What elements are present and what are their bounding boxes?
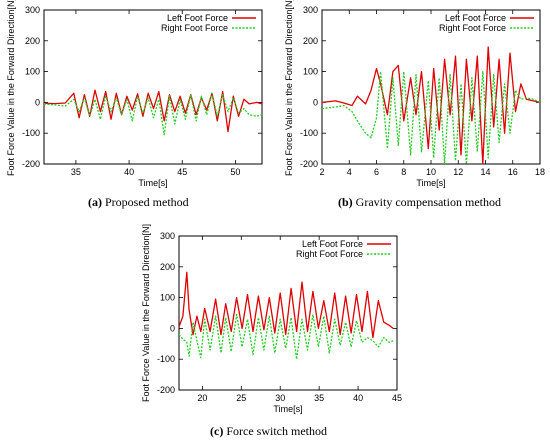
chart-panel-2: -200 -100 0 100 200 300 2 4 6 8 10 12 14 16 18 Time[s] F… xyxy=(284,0,545,188)
caption-a: (a) Proposed method xyxy=(88,195,189,210)
y-axis-label: Foot Force Value in the Forward Directio… xyxy=(6,0,16,176)
x-tick-label: 2 xyxy=(319,167,324,177)
x-tick-label: 50 xyxy=(230,167,240,177)
y-tick-label: 300 xyxy=(25,5,40,15)
series-group xyxy=(322,46,540,164)
y-tick-label: 0 xyxy=(35,97,40,107)
x-tick-label: 12 xyxy=(453,167,463,177)
legend-label: Left Foot Force xyxy=(445,13,506,23)
y-tick-label: -100 xyxy=(22,128,40,138)
caption-c: (c) Force switch method xyxy=(210,424,327,439)
x-tick-label: 16 xyxy=(508,167,518,177)
x-tick-label: 25 xyxy=(236,393,246,403)
chart-panel-3: -200 -100 0 100 200 300 20 25 30 35 40 45 Time[s] Foo… xyxy=(141,224,402,414)
caption-b-text: Gravity compensation method xyxy=(355,195,501,209)
y-tick-label: 100 xyxy=(160,293,175,303)
y-tick-label: 300 xyxy=(160,231,175,241)
series-left-foot-line xyxy=(44,89,262,133)
plot-frame xyxy=(43,9,263,165)
series-group xyxy=(179,271,394,360)
caption-b: (b) Gravity compensation method xyxy=(338,195,501,210)
x-tick-label: 8 xyxy=(401,167,406,177)
caption-c-text: Force switch method xyxy=(226,424,327,438)
legend-label: Right Foot Force xyxy=(439,23,506,33)
series-group xyxy=(44,89,262,136)
x-tick-label: 40 xyxy=(124,167,134,177)
y-tick-label: -200 xyxy=(22,159,40,169)
y-tick-label: -200 xyxy=(300,159,318,169)
series-right-foot-line xyxy=(44,92,262,136)
plot-frame xyxy=(178,235,398,391)
legend-label: Left Foot Force xyxy=(167,13,228,23)
x-axis-label: Time[s] xyxy=(138,178,167,188)
y-tick-label: 200 xyxy=(160,262,175,272)
series-right-foot-line xyxy=(322,70,540,164)
chart-panel-1: -200 -100 0 100 200 300 35 40 45 50 Time[s] Foot Fo… xyxy=(6,0,263,188)
x-tick-label: 10 xyxy=(426,167,436,177)
series-right-foot-line xyxy=(179,313,394,360)
x-tick-label: 30 xyxy=(275,393,285,403)
legend-label: Right Foot Force xyxy=(296,249,363,259)
legend-label: Left Foot Force xyxy=(302,239,363,249)
x-tick-label: 6 xyxy=(374,167,379,177)
y-tick-label: -100 xyxy=(157,354,175,364)
y-tick-label: 0 xyxy=(170,323,175,333)
caption-b-tag: (b) xyxy=(338,195,353,209)
x-tick-label: 45 xyxy=(177,167,187,177)
x-tick-label: 35 xyxy=(71,167,81,177)
caption-c-tag: (c) xyxy=(210,424,224,438)
y-axis-label: Foot Force Value in the Forward Directio… xyxy=(284,0,294,176)
x-axis-label: Time[s] xyxy=(416,178,445,188)
x-tick-label: 14 xyxy=(480,167,490,177)
x-tick-label: 4 xyxy=(347,167,352,177)
caption-a-tag: (a) xyxy=(88,195,102,209)
legend-label: Right Foot Force xyxy=(161,23,228,33)
x-tick-label: 45 xyxy=(392,393,402,403)
x-tick-label: 40 xyxy=(353,393,363,403)
series-left-foot-line xyxy=(322,46,540,164)
x-tick-label: 35 xyxy=(314,393,324,403)
y-tick-label: 300 xyxy=(303,5,318,15)
y-tick-label: -200 xyxy=(157,385,175,395)
y-tick-label: 0 xyxy=(313,97,318,107)
y-tick-label: 200 xyxy=(303,36,318,46)
y-tick-label: 100 xyxy=(303,67,318,77)
x-tick-label: 20 xyxy=(197,393,207,403)
y-axis-label: Foot Force Value in the Forward Directio… xyxy=(141,224,151,402)
y-tick-label: 100 xyxy=(25,67,40,77)
x-axis-label: Time[s] xyxy=(273,404,302,414)
x-tick-label: 18 xyxy=(535,167,545,177)
y-tick-label: -100 xyxy=(300,128,318,138)
y-tick-label: 200 xyxy=(25,36,40,46)
caption-a-text: Proposed method xyxy=(105,195,189,209)
series-left-foot-line xyxy=(179,271,394,339)
